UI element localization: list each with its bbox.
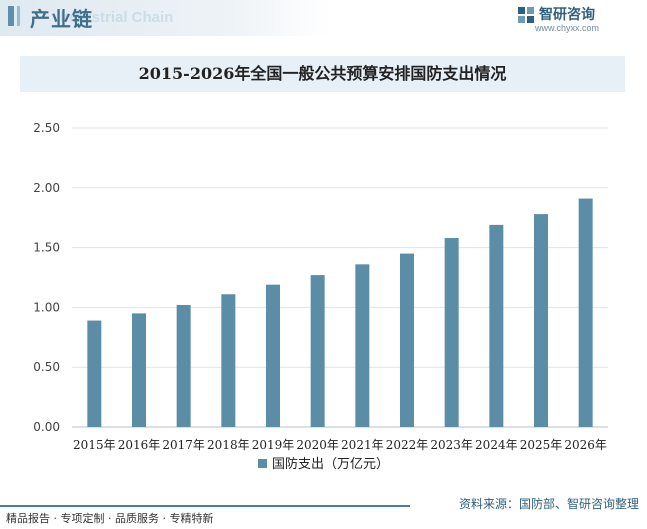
x-tick-label: 2025年 (520, 438, 563, 452)
x-tick-label: 2016年 (118, 438, 161, 452)
brand-logo: 智研咨询 www.chyxx.com (517, 4, 637, 36)
bar (87, 320, 102, 427)
chart-title: 2015-2026年全国一般公共预算安排国防支出情况 (138, 64, 507, 83)
x-tick-label: 2022年 (386, 438, 429, 452)
x-tick-label: 2017年 (162, 438, 205, 452)
y-tick-label: 0.50 (33, 360, 60, 374)
bar (578, 198, 593, 427)
header-subtitle-en: Industrial Chain (60, 9, 174, 26)
x-tick-label: 2015年 (73, 438, 116, 452)
bar (132, 313, 146, 427)
bar (221, 294, 236, 427)
bar (310, 275, 325, 427)
y-tick-label: 1.00 (33, 300, 60, 314)
bar (489, 224, 504, 427)
brand-name: 智研咨询 (539, 7, 595, 23)
chart-title-box: 2015-2026年全国一般公共预算安排国防支出情况 (20, 56, 625, 92)
header-title: 产业链 (30, 7, 93, 31)
legend-swatch (258, 459, 267, 468)
data-source: 资料来源：国防部、智研咨询整理 (458, 497, 639, 511)
y-tick-label: 1.50 (33, 241, 60, 255)
x-tick-label: 2021年 (341, 438, 384, 452)
brand-logo-icon (518, 7, 534, 23)
header-accent-bar-secondary (17, 6, 20, 26)
header-bar: Industrial Chain 产业链 智研咨询 www.chyxx.com (0, 0, 647, 36)
footer-divider (0, 505, 410, 507)
footer-services: 精品报告 · 专项定制 · 品质服务 · 专精特新 (6, 512, 214, 525)
x-tick-label: 2024年 (475, 438, 518, 452)
bar (534, 214, 548, 427)
y-tick-label: 2.50 (33, 121, 60, 135)
legend-label: 国防支出（万亿元） (272, 456, 389, 472)
bar (176, 305, 191, 427)
header-accent-bar (8, 6, 14, 26)
x-tick-label: 2023年 (430, 438, 473, 452)
x-tick-label: 2020年 (296, 438, 339, 452)
x-tick-label: 2018年 (207, 438, 250, 452)
bar (444, 238, 459, 427)
header-background (0, 0, 330, 36)
brand-url: www.chyxx.com (535, 23, 600, 33)
bar (266, 284, 280, 427)
y-tick-label: 0.00 (33, 420, 60, 434)
x-tick-label: 2026年 (564, 438, 607, 452)
x-tick-label: 2019年 (252, 438, 295, 452)
y-tick-label: 2.00 (33, 181, 60, 195)
bar (355, 264, 370, 427)
bar (400, 253, 414, 427)
